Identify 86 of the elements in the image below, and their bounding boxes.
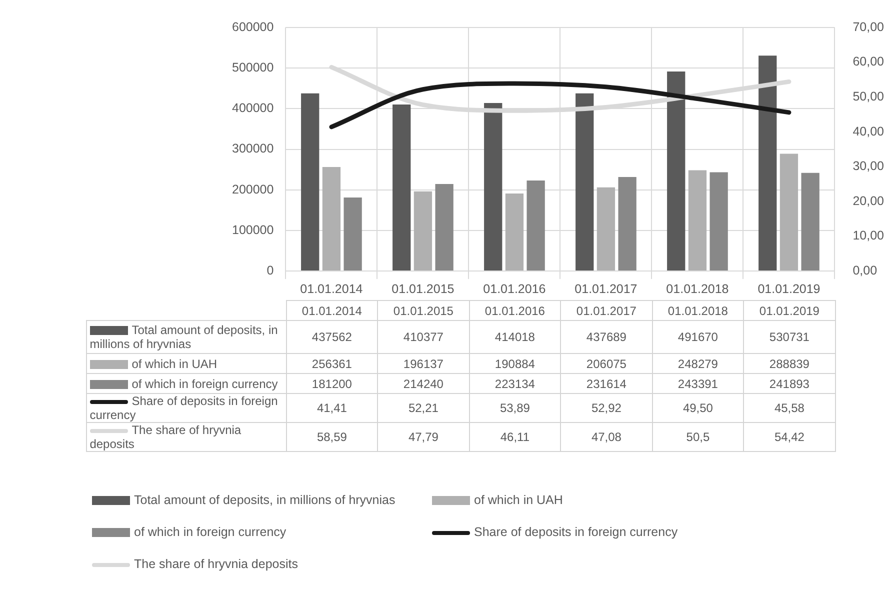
data-label: 50,5 (652, 422, 744, 452)
category-label: 01.01.2019 (759, 304, 820, 318)
text: of which in UAH (474, 493, 563, 507)
line-series (329, 81, 792, 130)
data-label: 206075 (560, 354, 652, 374)
data-label: 248279 (652, 354, 744, 374)
bar (526, 180, 545, 270)
data-label: 58,59 (286, 422, 378, 452)
data-label: 414018 (469, 320, 561, 354)
bar (322, 166, 341, 270)
legend-label: Share of deposits in foreign currency (86, 394, 286, 422)
text: Share of deposits in foreign currency (474, 525, 678, 539)
y-tick-label: 600000 (232, 20, 274, 34)
data-label: 52,92 (560, 394, 652, 422)
data-label: 491670 (652, 320, 744, 354)
x-tick-label: 01.01.2016 (483, 282, 546, 296)
bar (780, 154, 798, 270)
data-label: 41,41 (286, 394, 378, 422)
data-label: 243391 (652, 374, 744, 394)
text: The share of hryvnia deposits (134, 557, 298, 571)
category-label: 01.01.2015 (393, 304, 454, 318)
x-tick-label: 01.01.2018 (666, 282, 729, 296)
y-tick-label: 100000 (232, 222, 274, 237)
bar (435, 184, 454, 270)
x-tick-label: 01.01.2019 (758, 282, 820, 296)
data-label: 437689 (560, 320, 652, 354)
x-tick-label: 01.01.2017 (574, 282, 638, 296)
bar (576, 93, 594, 270)
x-tick-label: 01.01.2014 (300, 282, 363, 296)
data-label: 190884 (469, 354, 561, 374)
y2-tick-label: 10,00 (852, 228, 884, 243)
bar (344, 197, 362, 270)
y2-tick-label: 30,00 (852, 159, 884, 174)
bar (392, 104, 411, 270)
bar (618, 177, 636, 270)
data-label: 437562 (286, 320, 378, 354)
category-label: 01.01.2016 (484, 304, 545, 318)
bar (414, 191, 432, 270)
y2-tick-label: 0,00 (852, 263, 878, 278)
data-label: 53,89 (469, 394, 561, 422)
y2-tick-label: 40,00 (852, 124, 884, 138)
legend-label: The share of hryvnia deposits (86, 422, 286, 452)
legend-label: of which in foreign currency (86, 374, 286, 394)
bar (596, 187, 616, 270)
data-label: 54,42 (744, 422, 836, 452)
data-label: 288839 (744, 354, 836, 374)
data-label: 47,79 (378, 422, 470, 452)
category-label: 01.01.2017 (576, 304, 636, 318)
data-label: 46,11 (469, 422, 561, 452)
data-label: 214240 (378, 374, 470, 394)
bar (758, 56, 777, 270)
y2-tick-label: 60,00 (852, 54, 884, 69)
bar (505, 194, 524, 270)
y2-tick-label: 20,00 (852, 194, 884, 208)
data-label: 223134 (469, 374, 561, 394)
x-tick-label: 01.01.2015 (392, 282, 454, 296)
y-tick-label: 500000 (232, 60, 274, 75)
data-label: 181200 (286, 374, 378, 394)
text: Total amount of deposits, in millions of hryvnias (134, 493, 396, 507)
bar (801, 172, 820, 270)
data-label: 410377 (378, 320, 470, 354)
category-label: 01.01.2018 (668, 304, 728, 318)
data-label: 256361 (286, 354, 378, 374)
data-label: 52,21 (378, 394, 470, 422)
y-tick-label: 200000 (232, 182, 274, 196)
bar (667, 71, 686, 270)
bar (301, 93, 320, 270)
data-label: 241893 (744, 374, 836, 394)
y-tick-label: 400000 (232, 101, 274, 116)
bar (484, 102, 502, 270)
text: of which in foreign currency (134, 525, 286, 539)
bar (688, 170, 707, 270)
data-label: 196137 (378, 354, 470, 374)
data-label: 45,58 (744, 394, 836, 422)
y2-tick-label: 70,00 (852, 20, 884, 34)
data-label: 530731 (744, 320, 836, 354)
legend-label: of which in UAH (86, 354, 286, 374)
y2-tick-label: 50,00 (852, 90, 884, 104)
data-label: 49,50 (652, 394, 744, 422)
y-tick-label: 300000 (232, 142, 274, 156)
y-tick-label: 0 (266, 263, 274, 278)
category-label: 01.01.2014 (302, 304, 362, 318)
bar (710, 172, 728, 270)
data-label: 47,08 (560, 422, 652, 452)
legend-label: Total amount of deposits, in millions of hryvnias (86, 320, 286, 354)
data-label: 231614 (560, 374, 652, 394)
